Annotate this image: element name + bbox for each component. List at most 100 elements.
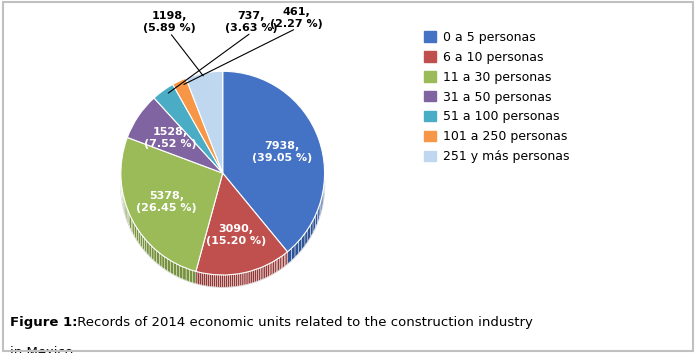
Polygon shape xyxy=(281,256,283,269)
Polygon shape xyxy=(249,271,251,284)
Polygon shape xyxy=(322,192,323,209)
Polygon shape xyxy=(302,233,305,250)
Polygon shape xyxy=(124,199,125,214)
Polygon shape xyxy=(140,233,142,248)
Polygon shape xyxy=(133,221,134,236)
Polygon shape xyxy=(139,230,140,245)
Polygon shape xyxy=(274,260,276,273)
Polygon shape xyxy=(253,270,255,283)
Polygon shape xyxy=(269,263,271,276)
Polygon shape xyxy=(173,262,177,276)
Polygon shape xyxy=(205,274,207,286)
Polygon shape xyxy=(132,218,133,233)
Polygon shape xyxy=(276,259,278,272)
Polygon shape xyxy=(193,270,196,283)
Polygon shape xyxy=(121,84,324,287)
Polygon shape xyxy=(196,271,198,284)
Polygon shape xyxy=(129,212,130,227)
Wedge shape xyxy=(154,84,223,173)
Polygon shape xyxy=(286,252,287,265)
Polygon shape xyxy=(142,235,144,251)
Wedge shape xyxy=(121,137,223,271)
Polygon shape xyxy=(229,275,231,287)
Polygon shape xyxy=(159,253,162,267)
Text: 1528,
(7.52 %): 1528, (7.52 %) xyxy=(144,127,197,149)
Polygon shape xyxy=(152,246,154,261)
Polygon shape xyxy=(262,266,264,279)
Polygon shape xyxy=(144,238,147,253)
Polygon shape xyxy=(183,267,186,280)
Polygon shape xyxy=(189,269,193,283)
Text: 461,
(2.27 %): 461, (2.27 %) xyxy=(269,7,322,29)
Polygon shape xyxy=(239,273,241,286)
Polygon shape xyxy=(287,249,291,264)
Polygon shape xyxy=(157,251,159,265)
Polygon shape xyxy=(319,202,321,219)
Polygon shape xyxy=(223,275,226,287)
Polygon shape xyxy=(310,220,313,237)
Polygon shape xyxy=(214,275,215,287)
Wedge shape xyxy=(173,78,223,173)
Polygon shape xyxy=(130,215,132,230)
Polygon shape xyxy=(237,274,239,286)
Polygon shape xyxy=(171,261,173,275)
Wedge shape xyxy=(186,71,223,173)
Polygon shape xyxy=(267,264,269,277)
Polygon shape xyxy=(313,216,315,233)
Polygon shape xyxy=(180,265,183,279)
Polygon shape xyxy=(295,241,299,257)
Polygon shape xyxy=(323,186,324,204)
Polygon shape xyxy=(207,274,209,286)
Polygon shape xyxy=(198,272,200,285)
Text: 1198,
(5.89 %): 1198, (5.89 %) xyxy=(143,11,196,32)
Text: in Mexico.: in Mexico. xyxy=(10,346,77,353)
Text: 737,
(3.63 %): 737, (3.63 %) xyxy=(225,11,278,32)
Polygon shape xyxy=(226,275,228,287)
Polygon shape xyxy=(162,255,165,269)
Polygon shape xyxy=(243,273,245,285)
Polygon shape xyxy=(154,248,157,263)
Polygon shape xyxy=(217,275,219,287)
Polygon shape xyxy=(317,206,319,223)
Polygon shape xyxy=(247,271,249,284)
Wedge shape xyxy=(196,173,287,275)
Wedge shape xyxy=(127,98,223,173)
Text: 5378,
(26.45 %): 5378, (26.45 %) xyxy=(136,191,197,213)
Polygon shape xyxy=(233,274,235,287)
Text: 7938,
(39.05 %): 7938, (39.05 %) xyxy=(252,141,313,163)
Text: Figure 1:: Figure 1: xyxy=(10,316,78,329)
Polygon shape xyxy=(231,274,233,287)
Polygon shape xyxy=(255,269,256,282)
Polygon shape xyxy=(136,227,139,242)
Polygon shape xyxy=(291,245,295,261)
Polygon shape xyxy=(209,274,212,287)
Polygon shape xyxy=(147,241,149,256)
Polygon shape xyxy=(165,257,168,271)
Polygon shape xyxy=(260,267,262,280)
Polygon shape xyxy=(264,265,266,279)
Polygon shape xyxy=(241,273,243,286)
Text: 3090,
(15.20 %): 3090, (15.20 %) xyxy=(206,224,266,246)
Polygon shape xyxy=(305,229,308,246)
Polygon shape xyxy=(235,274,237,286)
Polygon shape xyxy=(221,275,223,287)
Polygon shape xyxy=(278,258,280,271)
Polygon shape xyxy=(280,257,281,270)
Polygon shape xyxy=(245,272,247,285)
Polygon shape xyxy=(212,274,214,287)
Polygon shape xyxy=(219,275,221,287)
Polygon shape xyxy=(273,261,274,274)
Polygon shape xyxy=(127,209,129,224)
Polygon shape xyxy=(271,262,273,275)
Polygon shape xyxy=(299,237,302,253)
Legend: 0 a 5 personas, 6 a 10 personas, 11 a 30 personas, 31 a 50 personas, 51 a 100 pe: 0 a 5 personas, 6 a 10 personas, 11 a 30… xyxy=(424,31,569,163)
Polygon shape xyxy=(168,259,171,273)
Polygon shape xyxy=(177,264,180,278)
Polygon shape xyxy=(149,244,152,258)
Wedge shape xyxy=(223,71,324,252)
Polygon shape xyxy=(266,265,267,278)
Polygon shape xyxy=(200,273,202,285)
Polygon shape xyxy=(258,268,260,281)
Polygon shape xyxy=(321,197,322,214)
Polygon shape xyxy=(125,202,126,217)
